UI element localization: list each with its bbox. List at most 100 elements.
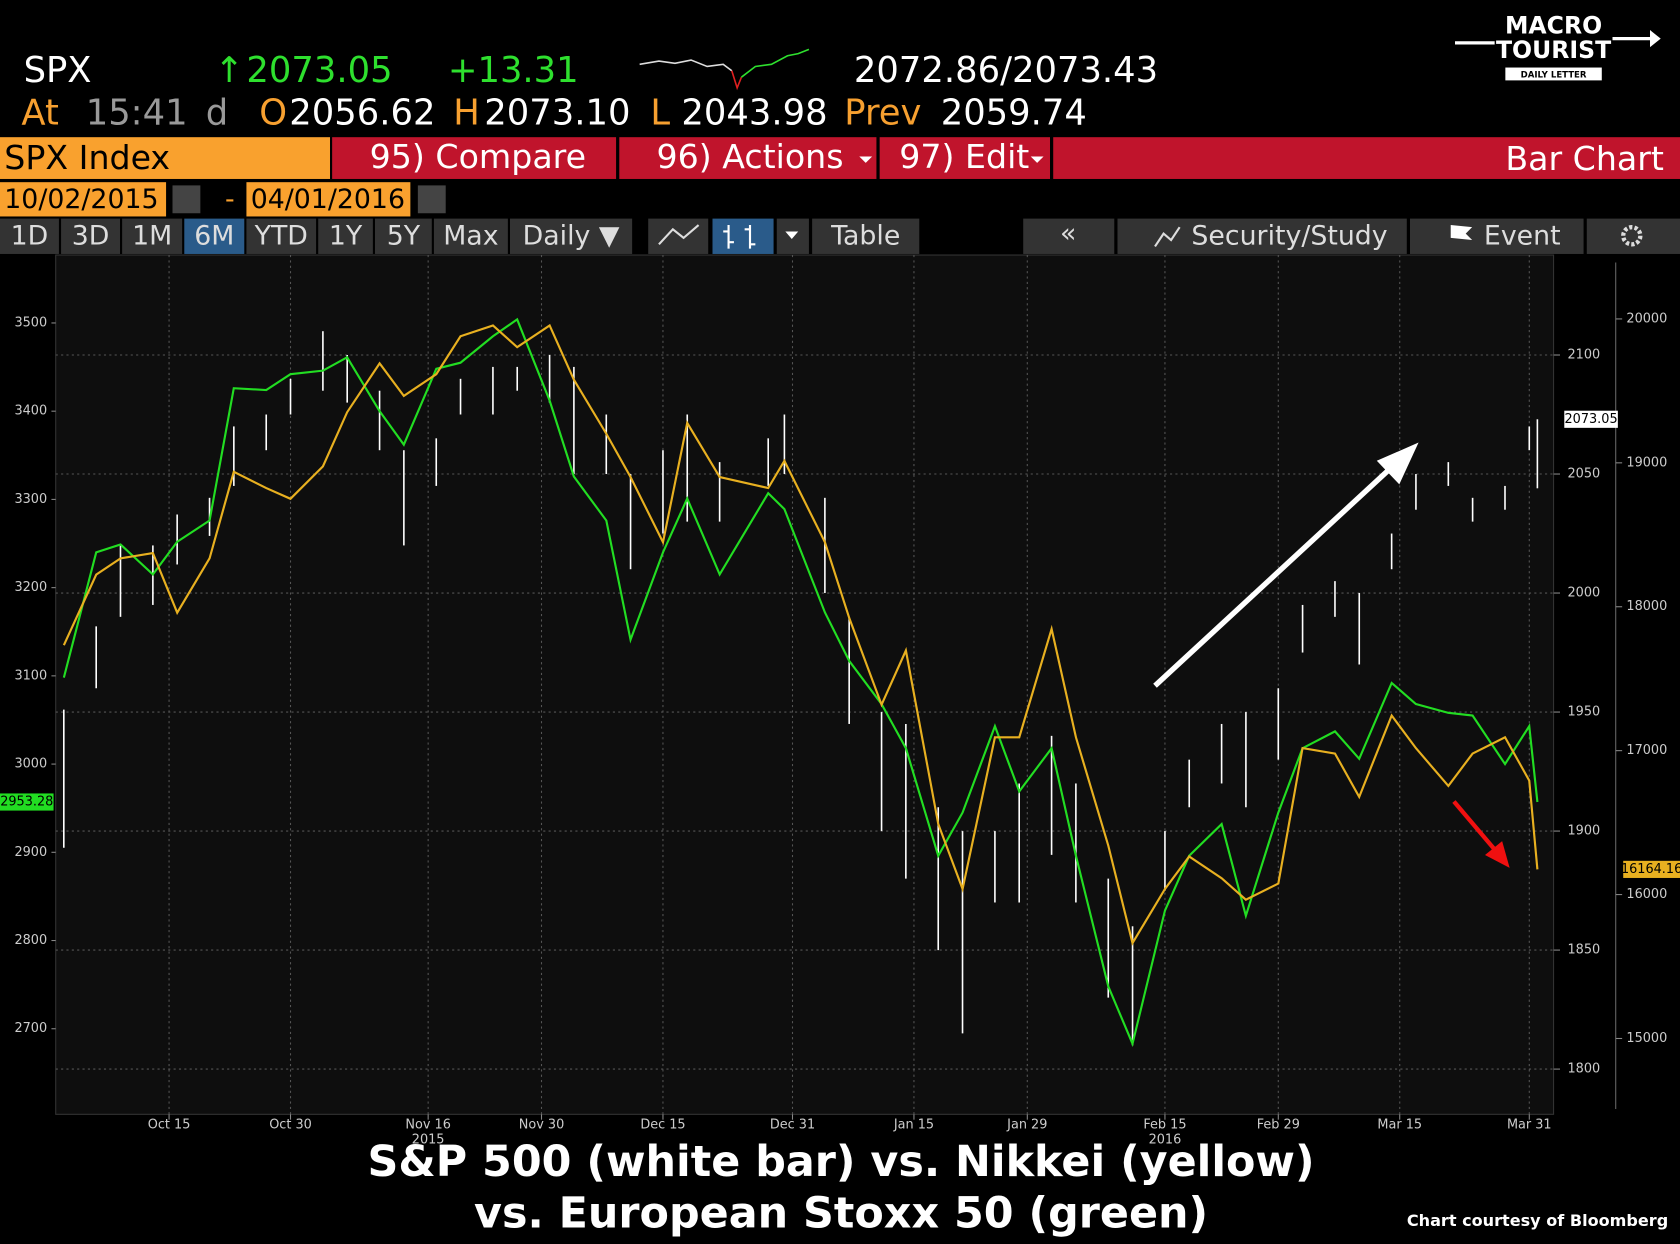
credit: Chart courtesy of Bloomberg (1407, 1211, 1668, 1230)
tab-label[interactable]: Max (443, 220, 498, 251)
y2-tick-label: 2100 (1568, 348, 1601, 363)
menu-label[interactable]: 97) Edit (899, 137, 1029, 176)
plot-area (55, 254, 1555, 1115)
y3-tick-label: 18000 (1626, 599, 1667, 614)
tab-button[interactable] (433, 218, 508, 254)
tab-button[interactable] (0, 218, 59, 254)
y2-tick-label: 1850 (1568, 943, 1601, 958)
tool-button[interactable] (648, 218, 709, 254)
menu-label[interactable]: 95) Compare (370, 137, 586, 176)
tool-label[interactable]: « (1060, 218, 1076, 249)
y2-tick-label: 1900 (1568, 824, 1601, 839)
tab-label[interactable]: 6M (194, 220, 234, 251)
y-tick-label: 2700 (14, 1021, 47, 1036)
prev: 2059.74 (941, 93, 1087, 134)
y-tick-label: 3000 (14, 757, 47, 772)
caption: S&P 500 (white bar) vs. Nikkei (yellow) (368, 1137, 1315, 1187)
y-tick-label: 3100 (14, 668, 47, 683)
menu-button[interactable] (332, 137, 617, 179)
logo: MACRO TOURIST DAILY LETTER (1455, 11, 1661, 81)
end-date[interactable]: 04/01/2016 (251, 184, 405, 215)
tool-button[interactable] (1410, 218, 1584, 254)
tool-label[interactable]: Event (1484, 220, 1561, 251)
tab-label[interactable]: Daily ▼ (523, 220, 620, 251)
calendar-icon[interactable] (172, 185, 201, 214)
tab-button[interactable] (510, 218, 633, 254)
time: 15:41 (86, 93, 188, 134)
menu-button[interactable] (879, 137, 1050, 179)
label: At (21, 93, 59, 134)
tab-label[interactable]: 3D (72, 220, 110, 251)
plot: Oct 15 Oct 30 Nov 16 Nov 30 Dec 15 Dec 31 Jan … (0, 255, 1680, 1148)
sparkline (740, 48, 810, 78)
tab-button[interactable] (318, 218, 373, 254)
security-box[interactable] (0, 137, 330, 179)
tab-label[interactable]: 1D (11, 220, 49, 251)
tool-button[interactable] (712, 218, 774, 254)
y-tick-label: 2800 (14, 933, 47, 948)
menu-label[interactable]: 96) Actions (656, 137, 843, 176)
y-tick-label: 3400 (14, 404, 47, 419)
line-icon (658, 224, 700, 246)
tool-button[interactable] (1023, 218, 1115, 254)
date-box[interactable] (246, 182, 411, 217)
logo-text: MACRO (1505, 11, 1602, 39)
last-label: 2953.28 (0, 795, 53, 810)
low: 2043.98 (681, 93, 827, 134)
y-tick-label: 3500 (14, 315, 47, 330)
logo-text: TOURIST (1496, 36, 1611, 64)
tool-label[interactable]: Table (830, 220, 900, 251)
x-tick-label: Nov 16 (405, 1118, 451, 1133)
last-label-box (0, 793, 54, 811)
calendar-icon[interactable] (417, 185, 446, 214)
series-line (62, 317, 1539, 1048)
y2-tick-label: 1800 (1568, 1062, 1601, 1077)
last-price: 2073.05 (246, 50, 392, 91)
label: H (453, 93, 480, 134)
tab-label[interactable]: 5Y (387, 220, 421, 251)
annotation-arrow (1452, 800, 1498, 853)
tab-button[interactable] (184, 218, 245, 254)
label: O (259, 93, 287, 134)
tab-button[interactable] (122, 218, 183, 254)
y-tick-label: 3300 (14, 492, 47, 507)
tool-button[interactable] (1586, 218, 1680, 254)
x-tick-label: Feb 29 (1257, 1118, 1300, 1133)
x-tick-label: Dec 15 (640, 1118, 685, 1133)
logo-text: DAILY LETTER (1521, 71, 1587, 81)
tab-button[interactable] (375, 218, 432, 254)
annotation-arrow (1153, 464, 1395, 688)
tab-button[interactable] (246, 218, 317, 254)
menu-button[interactable] (619, 137, 877, 179)
y3-tick-label: 19000 (1626, 455, 1667, 470)
y3-tick-label: 15000 (1626, 1031, 1667, 1046)
tab-label[interactable]: 1Y (329, 220, 363, 251)
last-label-box (1623, 860, 1680, 878)
last-label: 2073.05 (1565, 412, 1618, 427)
date-separator: - (225, 184, 235, 215)
x-tick-label: Oct 15 (148, 1118, 191, 1133)
logo-band (1505, 67, 1602, 81)
dropdown-arrow (785, 231, 799, 239)
logo-arrow (1650, 30, 1661, 48)
bid-ask: 2072.86/2073.43 (854, 50, 1158, 91)
y3-tick-label: 20000 (1626, 311, 1667, 326)
tab-button[interactable] (61, 218, 120, 254)
x-tick-label: Jan 15 (893, 1118, 934, 1133)
start-date[interactable]: 10/02/2015 (4, 184, 158, 215)
security[interactable]: SPX Index (4, 138, 170, 177)
gear-icon (1621, 225, 1643, 247)
tool-label[interactable]: Security/Study (1191, 220, 1387, 251)
date-box[interactable] (0, 182, 167, 217)
tab-label[interactable]: 1M (132, 220, 172, 251)
x-tick-label: Mar 31 (1507, 1118, 1552, 1133)
tool-button[interactable] (812, 218, 920, 254)
x-tick-label: Nov 30 (519, 1118, 565, 1133)
y3-tick-label: 17000 (1626, 743, 1667, 758)
tab-label[interactable]: YTD (254, 220, 308, 251)
label: L (650, 93, 670, 134)
label: d (206, 93, 228, 134)
year-label: 2016 (1149, 1133, 1182, 1148)
